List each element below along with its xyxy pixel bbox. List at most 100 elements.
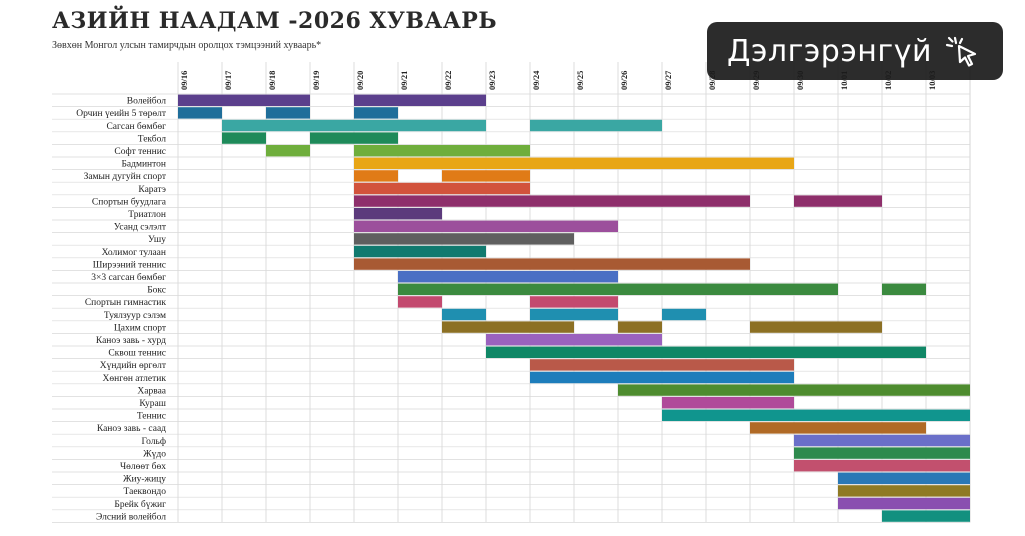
schedule-bar — [398, 296, 442, 308]
sport-label: Жиу-жицу — [123, 475, 166, 485]
schedule-bar — [354, 195, 750, 207]
schedule-bar — [354, 145, 530, 157]
grid-layer — [52, 62, 971, 523]
sport-label: Каноэ завь - хурд — [96, 336, 166, 346]
sport-label: Сквош теннис — [108, 349, 166, 359]
sport-label: Спортын гимнастик — [85, 298, 167, 308]
date-label: 09/28 — [707, 71, 717, 90]
date-label: 09/17 — [223, 70, 233, 90]
sport-label: Бадминтон — [121, 160, 166, 170]
schedule-bar — [442, 321, 574, 333]
schedule-bar — [310, 132, 398, 144]
schedule-bar — [662, 397, 794, 409]
date-label: 09/23 — [487, 71, 497, 90]
schedule-bar — [398, 271, 618, 283]
sport-label: Хүндийн өргөлт — [100, 360, 167, 371]
schedule-bar — [530, 296, 618, 308]
schedule-bar — [266, 145, 310, 157]
schedule-bar — [354, 233, 574, 245]
sport-label: 3×3 сагсан бөмбөг — [91, 272, 166, 283]
schedule-bar — [530, 359, 794, 371]
date-label: 09/27 — [663, 70, 673, 90]
sport-label: Орчин үеийн 5 төрөлт — [76, 108, 167, 119]
sport-label: Бокс — [147, 286, 166, 296]
sport-label: Кураш — [139, 399, 166, 409]
schedule-bar — [618, 321, 662, 333]
sport-label: Ширээний теннис — [93, 259, 166, 270]
schedule-bar — [662, 308, 706, 321]
sport-label: Усанд сэлэлт — [114, 223, 167, 233]
schedule-bar — [486, 346, 926, 358]
schedule-bar — [266, 107, 310, 119]
schedule-bar — [354, 157, 794, 169]
schedule-bar — [354, 208, 442, 220]
bars-layer — [178, 94, 970, 522]
schedule-bar — [442, 308, 486, 321]
sport-label: Волейбол — [127, 96, 166, 107]
schedule-bar — [354, 258, 750, 270]
sport-label: Замын дугуйн спорт — [84, 171, 167, 182]
schedule-bar — [618, 384, 970, 396]
date-label: 09/19 — [311, 71, 321, 90]
sport-label: Туялзуур сэлэм — [104, 311, 166, 321]
sport-label: Гольф — [141, 436, 166, 447]
schedule-bar — [354, 182, 530, 195]
date-label: 09/22 — [443, 71, 453, 90]
sport-label: Теннис — [137, 412, 166, 422]
sport-label: Софт теннис — [114, 146, 166, 157]
sport-label: Цахим спорт — [114, 323, 167, 333]
details-button[interactable]: Дэлгэрэнгүй — [707, 22, 1003, 80]
schedule-bar — [442, 170, 530, 182]
schedule-bar — [486, 334, 662, 346]
schedule-bar — [354, 94, 486, 106]
sport-label: Хөнгөн атлетик — [103, 374, 167, 384]
date-label: 09/25 — [575, 71, 585, 90]
sport-label: Холимог тулаан — [102, 248, 166, 258]
date-label: 10/03 — [927, 71, 937, 90]
sport-label: Спортын буудлага — [92, 196, 167, 207]
schedule-bar — [750, 422, 926, 434]
date-label: 09/30 — [795, 71, 805, 90]
dates-layer: 09/16 09/17 09/18 09/19 09/20 09/21 09/22 09/23… — [179, 70, 937, 90]
sport-label: Элсний волейбол — [96, 511, 166, 522]
sport-label: Брейк бүжиг — [114, 499, 166, 510]
date-label: 09/24 — [531, 70, 541, 90]
sport-label: Каноэ завь - саад — [97, 424, 166, 434]
details-button-label: Дэлгэрэнгүй — [727, 33, 932, 69]
schedule-bar — [882, 283, 926, 295]
sport-label: Триатлон — [128, 210, 166, 220]
schedule-bar — [794, 460, 970, 472]
date-label: 10/02 — [883, 71, 893, 90]
schedule-bar — [838, 472, 970, 484]
schedule-bar — [354, 245, 486, 258]
sport-label: Харваа — [137, 386, 166, 396]
schedule-bar — [882, 510, 970, 522]
schedule-bar — [530, 308, 618, 321]
schedule-bar — [794, 434, 970, 447]
schedule-bar — [354, 107, 398, 119]
date-label: 09/16 — [179, 71, 189, 90]
sport-label: Текбол — [138, 133, 166, 144]
schedule-bar — [794, 447, 970, 459]
date-label: 09/21 — [399, 71, 409, 90]
page-subtitle: Зөвхөн Монгол улсын тамирчдын оролцох тэ… — [52, 40, 322, 51]
date-label: 10/01 — [839, 71, 849, 90]
schedule-bar — [178, 94, 310, 106]
schedule-bar — [178, 107, 222, 119]
schedule-bar — [662, 409, 970, 421]
schedule-bar — [354, 220, 618, 232]
date-label: 09/29 — [751, 71, 761, 90]
schedule-bar — [530, 119, 662, 132]
date-label: 09/20 — [355, 71, 365, 90]
schedule-bar — [838, 497, 970, 510]
sport-label: Жүдо — [143, 449, 166, 459]
schedule-bar — [222, 132, 266, 144]
sport-label: Чөлөөт бөх — [120, 461, 166, 472]
page-title: АЗИЙН НААДАМ -2026 ХУВААРЬ — [52, 8, 497, 34]
date-label: 09/18 — [267, 71, 277, 90]
sport-label: Таеквондо — [124, 487, 167, 497]
date-label: 09/26 — [619, 71, 629, 90]
cursor-click-icon — [945, 36, 977, 67]
